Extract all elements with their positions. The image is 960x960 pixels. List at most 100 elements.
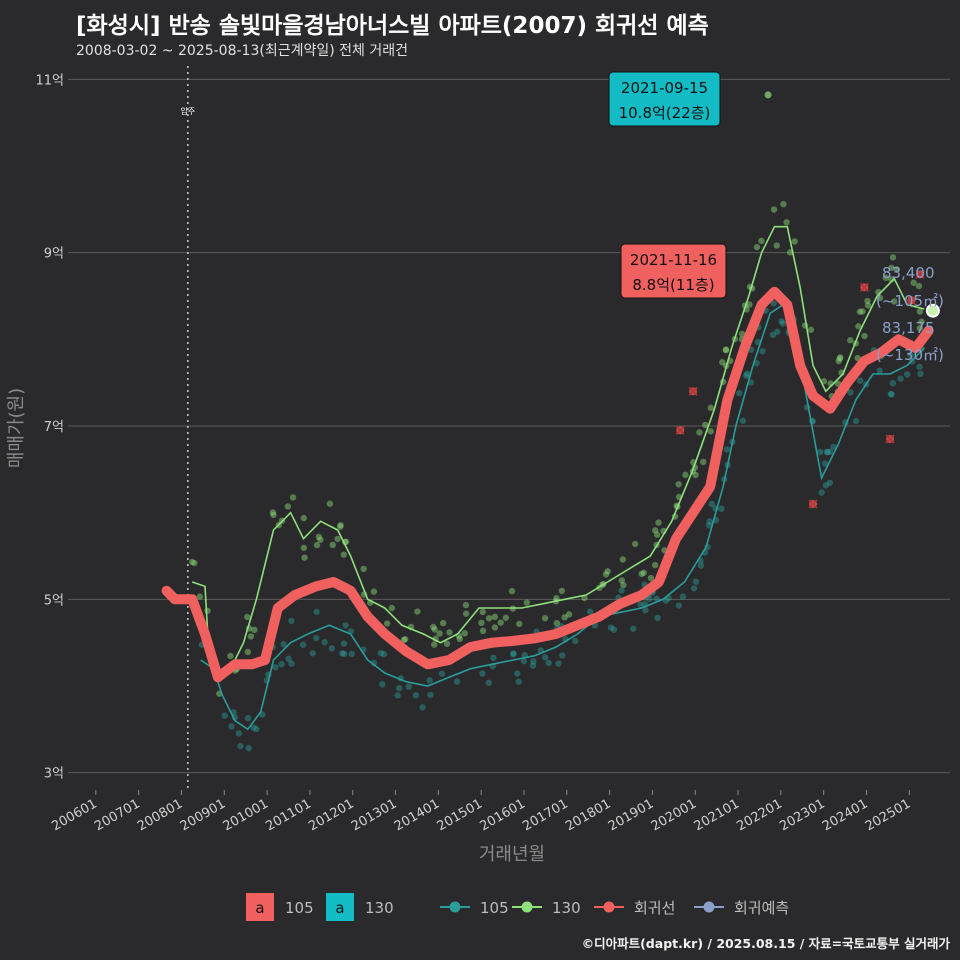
- transaction-point: [572, 637, 579, 645]
- transaction-point: [342, 622, 349, 629]
- transaction-point: [861, 332, 868, 340]
- legend-point-key: [603, 901, 615, 913]
- transaction-point: [783, 219, 790, 226]
- transaction-point: [338, 650, 346, 657]
- transaction-point: [269, 509, 277, 516]
- transaction-point: [497, 619, 504, 626]
- transaction-point: [917, 370, 924, 378]
- transaction-point: [824, 448, 831, 456]
- callout-date: 2021-09-15: [621, 79, 708, 97]
- transaction-point: [377, 649, 385, 657]
- prediction-price: 83,400: [882, 264, 935, 282]
- transaction-point: [394, 692, 401, 699]
- transaction-point: [859, 308, 866, 315]
- legend-point-key: [521, 901, 533, 913]
- transaction-point: [607, 624, 615, 631]
- y-tick-label: 11억: [35, 73, 64, 88]
- transaction-point: [313, 634, 320, 642]
- transaction-point: [490, 654, 497, 662]
- legend-line-label: 105: [480, 899, 509, 917]
- prediction-labels: 83,400 (~105㎡) 83,175 (~130㎡): [876, 264, 944, 364]
- transaction-point: [822, 482, 830, 489]
- transaction-point: [510, 650, 517, 657]
- transaction-point: [565, 611, 573, 618]
- outlier-cross: [859, 282, 869, 292]
- transaction-point: [736, 389, 743, 397]
- legend-fill-label: 130: [365, 899, 394, 917]
- legend-fill-key: [246, 893, 274, 921]
- chart-subtitle: 2008-03-02 ~ 2025-08-13(최근계약일) 전체 거래건: [76, 43, 408, 59]
- x-tick-label: 201501: [435, 796, 485, 834]
- transaction-point: [395, 684, 403, 692]
- transaction-point: [773, 242, 780, 249]
- transaction-point: [301, 554, 308, 561]
- transaction-point: [631, 540, 639, 548]
- transaction-point: [191, 559, 198, 567]
- transaction-point: [400, 636, 408, 644]
- x-tick-label: 200701: [92, 796, 142, 834]
- legend: a 105 a 130 105 130 회귀선 회귀예측: [246, 893, 789, 921]
- outlier-cross: [885, 434, 895, 444]
- transaction-point: [675, 481, 682, 488]
- transaction-point: [401, 636, 409, 643]
- transaction-point: [918, 318, 925, 325]
- transaction-point: [651, 561, 659, 569]
- transaction-point: [855, 323, 862, 330]
- transaction-point: [916, 308, 924, 315]
- callout-date: 2021-11-16: [630, 251, 717, 269]
- transaction-point: [882, 274, 889, 282]
- transaction-point: [299, 641, 307, 648]
- x-tick-label: 201601: [477, 796, 527, 834]
- transaction-point: [542, 654, 549, 661]
- transaction-point: [722, 346, 730, 354]
- transaction-point: [189, 558, 196, 566]
- transaction-point: [618, 587, 625, 594]
- gridlines: [68, 78, 950, 774]
- outlier-marks: [675, 269, 925, 509]
- x-tick-label: 201301: [349, 796, 399, 834]
- transaction-point: [561, 614, 568, 621]
- transaction-point: [893, 266, 901, 273]
- transaction-point: [244, 613, 251, 621]
- transaction-point: [558, 587, 566, 595]
- transaction-point: [604, 568, 611, 575]
- transaction-point: [462, 601, 470, 609]
- legend-fill-glyph: a: [335, 899, 344, 917]
- x-tick-label: 201201: [306, 796, 356, 834]
- transaction-point: [491, 613, 499, 621]
- transaction-point: [370, 659, 378, 667]
- x-tick-label: 202101: [692, 796, 742, 834]
- transaction-point: [876, 367, 883, 374]
- transaction-point: [780, 200, 787, 208]
- transaction-point: [329, 541, 336, 549]
- transaction-point: [405, 683, 412, 690]
- transaction-point: [586, 608, 594, 615]
- transaction-point: [515, 678, 522, 685]
- transaction-point: [888, 391, 895, 398]
- transaction-point: [818, 489, 825, 496]
- x-tick-label: 202501: [863, 796, 913, 834]
- transaction-point: [337, 521, 344, 529]
- transaction-point: [807, 326, 815, 333]
- transaction-point: [443, 640, 451, 648]
- outlier-cross: [906, 295, 916, 305]
- transaction-point: [380, 650, 388, 658]
- transaction-point: [779, 320, 787, 327]
- transaction-point: [697, 562, 705, 569]
- transaction-point: [642, 607, 649, 614]
- transaction-point: [340, 551, 347, 558]
- transaction-point: [619, 556, 627, 563]
- move-in-label: 입주: [181, 107, 196, 116]
- transaction-point: [719, 359, 726, 366]
- transaction-point: [251, 626, 258, 634]
- move-in-marker: 입주: [181, 66, 196, 790]
- x-tick-label: 201001: [221, 796, 271, 834]
- transaction-point: [705, 522, 713, 529]
- transaction-point: [723, 446, 731, 453]
- transaction-point: [315, 533, 323, 541]
- transaction-point: [313, 541, 321, 549]
- transaction-point: [910, 279, 917, 286]
- transaction-point: [430, 623, 437, 631]
- transaction-point: [856, 377, 864, 384]
- transaction-point: [770, 206, 778, 213]
